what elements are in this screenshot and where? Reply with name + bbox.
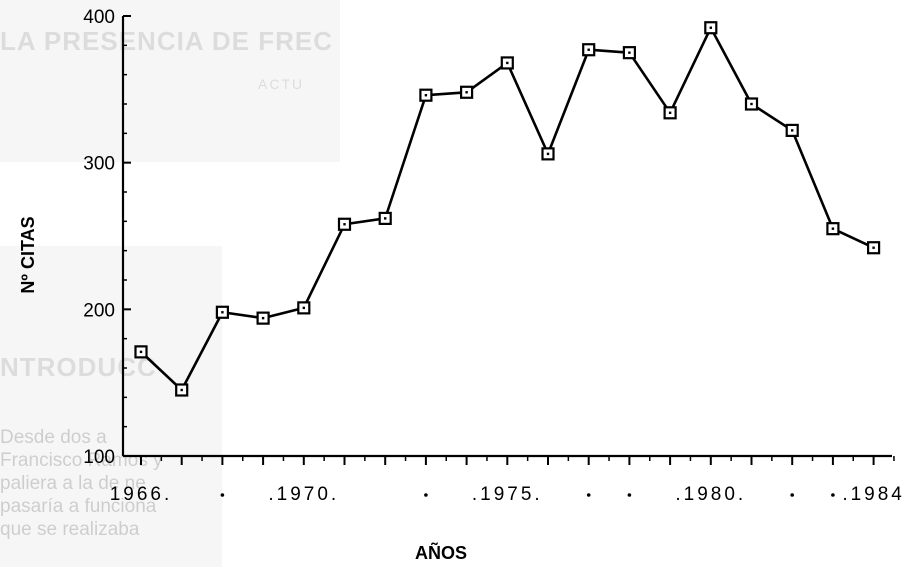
data-point-center xyxy=(506,61,509,65)
x-tick-label: 1966. xyxy=(110,484,173,505)
y-tick-label: 100 xyxy=(83,447,115,468)
x-tick-dot xyxy=(424,493,428,497)
x-tick-dot xyxy=(627,493,632,497)
x-tick-label: .1975. xyxy=(472,484,543,505)
data-point-center xyxy=(384,217,387,220)
data-point-center xyxy=(261,316,265,320)
y-axis-title: Nº CITAS xyxy=(18,216,38,293)
data-point-center xyxy=(180,388,183,392)
data-point-center xyxy=(750,102,753,106)
y-axis-ticks: 100 200 300 400 xyxy=(83,7,131,468)
data-series xyxy=(134,21,881,397)
data-point-center xyxy=(791,129,794,132)
chart-axes xyxy=(121,16,892,458)
data-point-center xyxy=(668,111,672,114)
y-tick-label: 300 xyxy=(83,154,115,175)
data-point-center xyxy=(709,26,712,29)
x-tick-label: .1980. xyxy=(675,484,746,505)
data-point-center xyxy=(872,246,875,249)
x-tick-dot xyxy=(220,493,225,497)
scan-paper-patch xyxy=(0,0,340,162)
data-point-center xyxy=(302,306,305,310)
data-point-center xyxy=(424,94,428,97)
x-tick-label: .1970. xyxy=(268,484,339,505)
scan-paper-patch xyxy=(0,246,222,567)
data-point-center xyxy=(221,311,224,314)
data-point-center xyxy=(587,48,590,51)
x-tick-dot xyxy=(586,493,591,497)
series-line xyxy=(140,26,875,392)
x-axis-title: AÑOS xyxy=(415,542,467,563)
y-tick-label: 400 xyxy=(83,7,115,28)
data-point-center xyxy=(465,91,468,94)
x-tick-dot xyxy=(790,493,794,497)
data-point-center xyxy=(546,152,550,156)
x-tick-dot xyxy=(831,493,835,497)
x-tick-label: .1984 xyxy=(842,484,905,505)
data-point-center xyxy=(831,227,835,230)
data-point-center xyxy=(628,51,631,54)
x-axis-ticks: 1966. .1970. .1975. .1980. .1984 xyxy=(110,456,905,505)
y-tick-label: 200 xyxy=(83,300,115,321)
data-point-center xyxy=(139,350,143,354)
data-point-center xyxy=(343,223,346,226)
